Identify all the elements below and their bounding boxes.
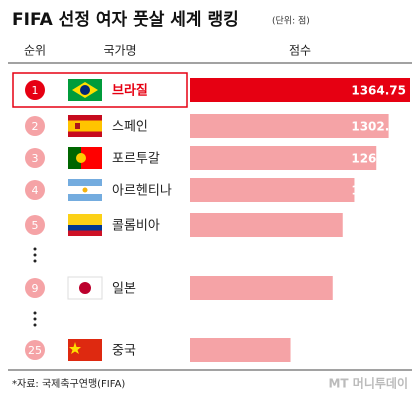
value-label: 1302.33 bbox=[351, 120, 406, 134]
flag-icon bbox=[68, 115, 102, 137]
unit-label: (단위: 점) bbox=[272, 15, 310, 27]
bar bbox=[190, 146, 377, 170]
rank-badge bbox=[25, 278, 45, 298]
rank-badge bbox=[25, 116, 45, 136]
country-label: 스페인 bbox=[112, 120, 148, 135]
rank-badge bbox=[25, 215, 45, 235]
flag bbox=[68, 120, 102, 132]
highlight-box bbox=[12, 72, 188, 108]
flag bbox=[80, 85, 90, 95]
flag bbox=[68, 214, 102, 225]
header-rank: 순위 bbox=[24, 44, 46, 58]
rank-badge bbox=[25, 80, 45, 100]
rank-badge bbox=[25, 340, 45, 360]
value-label: 1139.54 bbox=[351, 282, 406, 296]
value-label: 1168.69 bbox=[351, 219, 406, 233]
bar bbox=[190, 78, 410, 102]
rank-label: 5 bbox=[32, 219, 39, 232]
rank-label: 25 bbox=[28, 344, 42, 357]
source: *자료: 국제축구연맹(FIFA) bbox=[12, 378, 125, 390]
value-label: 1016.45 bbox=[351, 344, 406, 358]
country-label: 아르헨티나 bbox=[112, 184, 172, 199]
flag bbox=[75, 123, 80, 129]
flag bbox=[79, 282, 91, 294]
rank-badge bbox=[25, 148, 45, 168]
value-label: 1266.33 bbox=[351, 152, 406, 166]
country-label: 중국 bbox=[112, 344, 136, 359]
rank-label: 4 bbox=[32, 184, 39, 197]
country-label: 일본 bbox=[112, 282, 136, 297]
value-label: 1364.75 bbox=[351, 84, 406, 98]
flag-icon bbox=[68, 214, 102, 236]
flag-icon bbox=[68, 79, 102, 101]
bar bbox=[190, 276, 333, 300]
header-score: 점수 bbox=[289, 44, 311, 58]
header-country: 국가명 bbox=[103, 44, 136, 58]
flag bbox=[68, 339, 102, 361]
country-label: 브라질 bbox=[112, 83, 148, 99]
chart-title: FIFA 선정 여자 풋살 세계 랭킹 bbox=[12, 10, 239, 30]
rank-label: 3 bbox=[32, 152, 39, 165]
flag-icon bbox=[68, 339, 102, 361]
rank-label: 1 bbox=[32, 84, 39, 97]
bar bbox=[190, 338, 291, 362]
ellipsis bbox=[33, 247, 37, 327]
bar bbox=[190, 114, 389, 138]
bar bbox=[190, 178, 355, 202]
bar bbox=[190, 213, 343, 237]
flag bbox=[82, 187, 88, 193]
rank-badge bbox=[25, 180, 45, 200]
flag bbox=[69, 342, 81, 354]
flag bbox=[76, 153, 86, 163]
flag-icon bbox=[67, 276, 103, 300]
flag bbox=[68, 225, 102, 231]
watermark: MT 머니투데이 bbox=[328, 376, 408, 391]
country-label: 포르투갈 bbox=[112, 152, 160, 167]
country-label: 콜롬비아 bbox=[112, 219, 160, 234]
rank-label: 2 bbox=[32, 120, 39, 133]
flag bbox=[68, 147, 81, 169]
flag-icon bbox=[68, 179, 102, 201]
rank-label: 9 bbox=[32, 282, 39, 295]
flag-icon bbox=[68, 147, 102, 169]
value-label: 1202.84 bbox=[351, 184, 406, 198]
